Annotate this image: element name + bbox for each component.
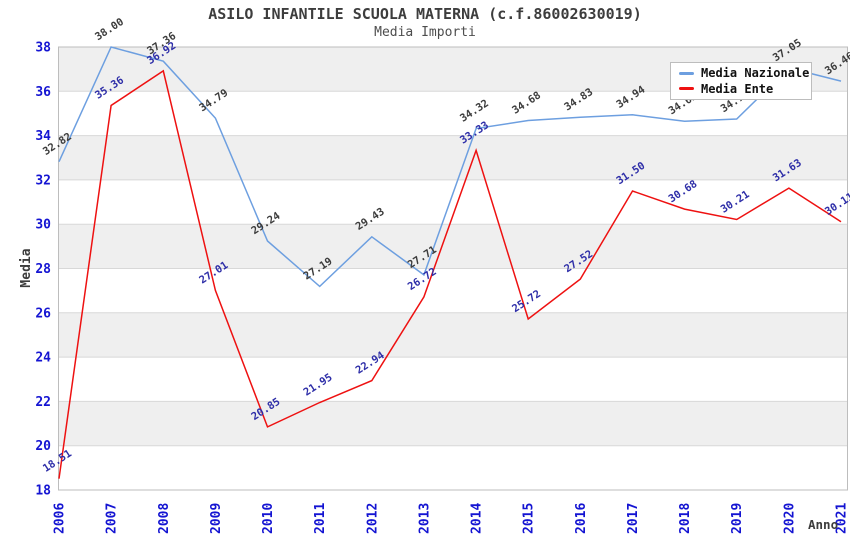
- y-axis-tick-label: 28: [35, 262, 51, 277]
- x-axis-tick-label: 2018: [678, 503, 693, 534]
- y-axis-tick-label: 32: [35, 173, 51, 188]
- y-axis-tick-label: 26: [35, 306, 51, 321]
- y-axis-tick-label: 30: [35, 218, 51, 233]
- x-axis-tick-label: 2017: [626, 503, 641, 534]
- x-axis-tick-label: 2007: [105, 503, 120, 534]
- chart-title: ASILO INFANTILE SCUOLA MATERNA (c.f.8600…: [208, 5, 642, 23]
- legend-line-swatch-red: [679, 87, 694, 91]
- legend-item-media-ente: Media Ente: [679, 82, 803, 96]
- x-axis-tick-label: 2015: [522, 503, 537, 534]
- x-axis-tick-label: 2006: [53, 503, 68, 534]
- plot-border: [58, 46, 848, 491]
- y-axis-tick-label: 36: [35, 85, 51, 100]
- x-axis-tick-label: 2009: [209, 503, 224, 534]
- series-line-nazionale: [58, 46, 842, 288]
- x-axis-tick-label: 2014: [470, 503, 485, 534]
- x-axis-tick-label: 2012: [365, 503, 380, 534]
- x-axis-tick-label: 2011: [313, 503, 328, 534]
- x-axis-tick-label: 2013: [417, 503, 432, 534]
- legend-line-swatch-blue: [679, 71, 694, 75]
- plot-band: [58, 224, 848, 269]
- x-axis-tick-label: 2016: [574, 503, 589, 534]
- plot-band: [58, 312, 848, 358]
- plot-band: [58, 357, 848, 402]
- y-axis-title: Media: [19, 248, 34, 287]
- legend-item-media-nazionale: Media Nazionale: [679, 66, 809, 80]
- plot-band: [58, 445, 848, 490]
- y-axis-tick-label: 20: [35, 439, 51, 454]
- y-axis-tick-label: 22: [35, 395, 51, 410]
- legend-label: Media Nazionale: [701, 66, 810, 81]
- y-axis-tick-label: 34: [35, 129, 51, 144]
- x-axis-title: Anno: [808, 517, 838, 532]
- chart-legend: Media Nazionale Media Ente: [670, 62, 812, 100]
- series-line-ente: [58, 69, 842, 479]
- x-axis-tick-label: 2008: [157, 503, 172, 534]
- chart-subtitle: Media Importi: [374, 25, 476, 40]
- y-axis-tick-label: 38: [35, 41, 51, 56]
- y-axis-tick-label: 24: [35, 351, 51, 366]
- x-axis-tick-label: 2021: [835, 503, 850, 534]
- data-point-label: 38.00: [93, 16, 126, 43]
- legend-label: Media Ente: [701, 81, 774, 96]
- plot-band: [58, 401, 848, 446]
- plot-band: [58, 268, 848, 313]
- x-axis-tick-label: 2010: [261, 503, 276, 534]
- y-axis-tick-label: 18: [35, 484, 51, 499]
- plot-band: [58, 135, 848, 180]
- x-axis-tick-label: 2020: [782, 503, 797, 534]
- x-axis-tick-label: 2019: [730, 503, 745, 534]
